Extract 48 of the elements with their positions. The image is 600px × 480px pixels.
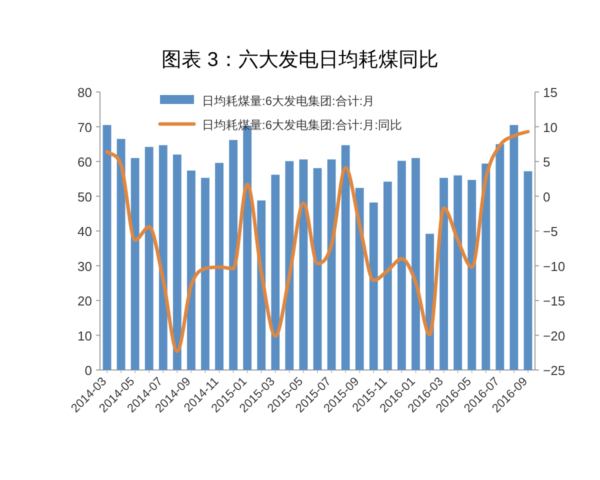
bar	[102, 125, 112, 370]
bar	[510, 125, 518, 370]
y2-tick-label: −15	[543, 294, 566, 308]
y-tick-label: 50	[78, 189, 92, 204]
legend-label: 日均耗煤量:6大发电集团:合计:月	[202, 94, 375, 108]
bar	[271, 174, 280, 370]
y-tick-label: 40	[78, 224, 92, 239]
bar	[440, 178, 448, 370]
y2-tick-label: −5	[543, 224, 558, 239]
y2-tick-label: 10	[543, 120, 558, 135]
bar	[341, 145, 350, 370]
bar	[299, 159, 308, 370]
y-tick-label: 60	[78, 154, 92, 170]
bar	[285, 161, 294, 370]
y-tick-label: 0	[84, 363, 92, 378]
bar	[144, 146, 154, 370]
y2-tick-label: 0	[543, 189, 550, 204]
chart-title: 图表 3：六大发电日均耗煤同比	[162, 49, 438, 71]
bar	[116, 138, 126, 370]
bar	[369, 202, 378, 370]
y-tick-label: 10	[78, 328, 92, 344]
bar	[172, 154, 182, 370]
bar	[454, 175, 462, 370]
bar	[355, 188, 364, 370]
y-tick-label: 70	[78, 120, 92, 135]
y2-tick-label: 5	[543, 154, 550, 170]
bar	[313, 168, 322, 370]
bar	[158, 145, 168, 370]
bar	[201, 178, 210, 370]
y-tick-label: 80	[78, 85, 92, 100]
bar	[397, 160, 406, 370]
bar	[187, 170, 196, 370]
bar	[215, 162, 224, 370]
bar	[468, 180, 476, 370]
bar	[383, 182, 392, 370]
y-tick-label: 30	[78, 258, 92, 274]
bar	[496, 144, 504, 370]
bar	[130, 158, 140, 370]
bar	[412, 158, 420, 370]
legend-label: 日均耗煤量:6大发电集团:合计:月:同比	[202, 118, 402, 132]
bar	[482, 164, 490, 370]
y2-tick-label: −25	[543, 363, 566, 378]
y2-tick-label: 15	[543, 85, 558, 100]
y2-tick-label: −20	[543, 328, 566, 344]
y2-tick-label: −10	[543, 258, 566, 274]
bar	[229, 140, 238, 370]
bar	[524, 171, 532, 370]
y-tick-label: 20	[78, 294, 92, 308]
